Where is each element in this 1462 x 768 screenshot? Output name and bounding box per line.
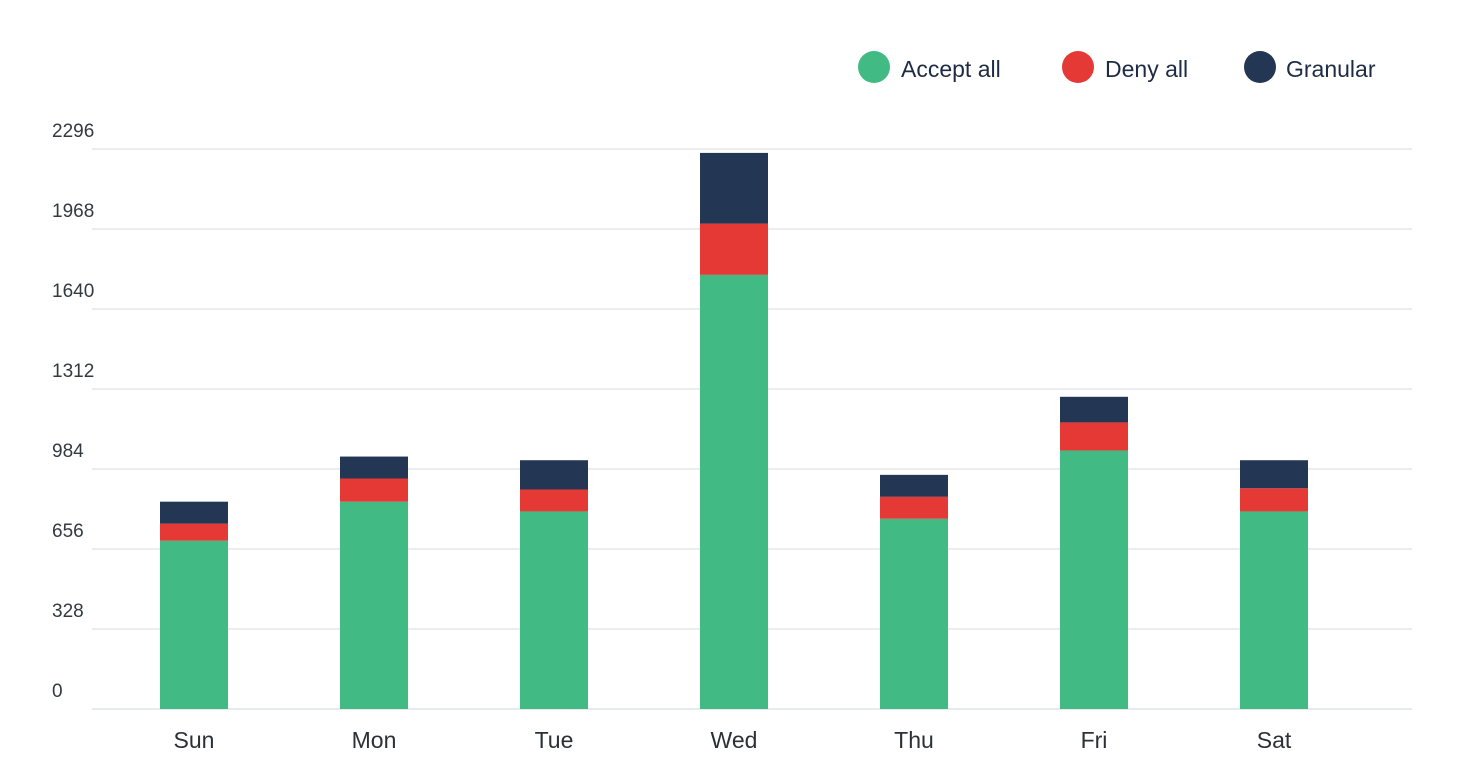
bar-stack-tue[interactable] [520,460,588,709]
bar-segment-deny-all[interactable] [340,478,408,502]
y-tick-label: 984 [52,441,84,462]
bar-stack-fri[interactable] [1060,396,1128,709]
legend-item-accept-all[interactable]: Accept all [858,51,1001,83]
legend-item-granular[interactable]: Granular [1244,51,1376,83]
bar-segment-accept-all[interactable] [880,518,948,709]
y-tick-label: 656 [52,521,84,542]
bars-layer [160,152,1308,709]
bar-segment-accept-all[interactable] [700,274,768,709]
y-tick-label: 1968 [52,201,94,222]
bar-stack-sun[interactable] [160,501,228,709]
y-tick-label: 328 [52,601,84,622]
bar-stack-thu[interactable] [880,474,948,709]
bar-segment-deny-all[interactable] [700,223,768,275]
bar-segment-deny-all[interactable] [1240,488,1308,512]
bar-segment-deny-all[interactable] [520,489,588,512]
x-tick-label: Thu [894,727,934,753]
bar-segment-deny-all[interactable] [1060,422,1128,451]
y-tick-label: 1640 [52,281,94,302]
legend-label: Accept all [901,56,1001,82]
bar-segment-granular[interactable] [1240,460,1308,489]
bar-segment-accept-all[interactable] [160,540,228,709]
x-tick-label: Tue [535,727,574,753]
bar-stack-sat[interactable] [1240,460,1308,709]
legend-item-deny-all[interactable]: Deny all [1062,51,1188,83]
x-tick-label: Sat [1257,727,1292,753]
bar-segment-deny-all[interactable] [160,523,228,541]
bar-segment-accept-all[interactable] [1060,450,1128,709]
bar-segment-accept-all[interactable] [340,501,408,709]
bar-segment-granular[interactable] [340,456,408,479]
y-tick-label: 1312 [52,361,94,382]
bar-stack-wed[interactable] [700,152,768,709]
legend-marker-icon [1244,51,1276,83]
bar-segment-accept-all[interactable] [520,511,588,709]
x-tick-label: Wed [711,727,758,753]
bar-stack-mon[interactable] [340,456,408,709]
legend-marker-icon [1062,51,1094,83]
legend-label: Deny all [1105,56,1188,82]
x-tick-label: Sun [174,727,215,753]
y-tick-label: 2296 [52,121,94,142]
y-tick-label: 0 [52,681,63,702]
bar-segment-granular[interactable] [700,152,768,224]
bar-segment-granular[interactable] [520,460,588,490]
legend: Accept all Deny all Granular [858,51,1376,83]
x-tick-label: Fri [1081,727,1108,753]
x-tick-label: Mon [352,727,397,753]
bar-segment-granular[interactable] [880,474,948,497]
bar-segment-accept-all[interactable] [1240,511,1308,709]
bar-segment-deny-all[interactable] [880,496,948,519]
legend-marker-icon [858,51,890,83]
bar-segment-granular[interactable] [1060,396,1128,423]
legend-label: Granular [1286,56,1376,82]
x-axis: Sun Mon Tue Wed Thu Fri Sat [174,727,1292,753]
bar-segment-granular[interactable] [160,501,228,524]
